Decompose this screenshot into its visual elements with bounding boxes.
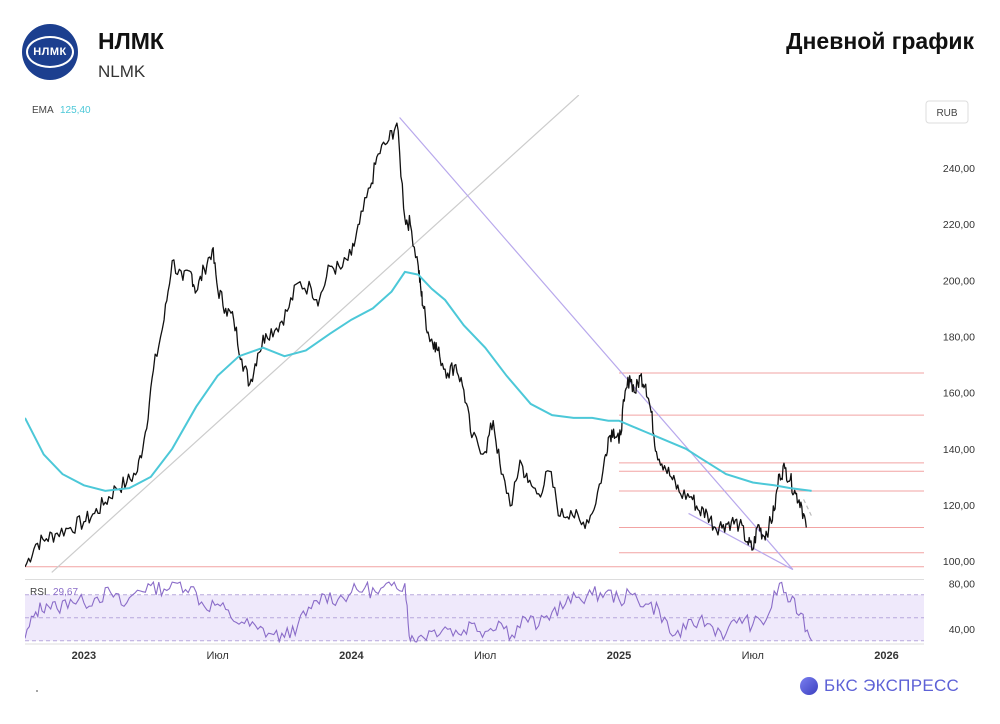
price-tick-label: 100,00 — [943, 556, 975, 568]
currency-badge — [925, 100, 969, 124]
company-title: НЛМК — [98, 28, 164, 54]
rsi-tick-label: 40,00 — [949, 624, 975, 636]
time-tick-label: Июл — [474, 650, 496, 662]
currency-label: RUB — [936, 108, 957, 119]
trendline-1 — [399, 117, 794, 570]
price-series-line — [25, 122, 807, 568]
price-tick-label: 240,00 — [943, 163, 975, 175]
price-tick-label: 140,00 — [943, 444, 975, 456]
trendline-3 — [803, 499, 813, 517]
decorative-dot — [36, 690, 38, 692]
time-tick-label: Июл — [742, 650, 764, 662]
ema-value: 125,40 — [60, 105, 91, 116]
brand-name: БКС ЭКСПРЕСС — [824, 676, 960, 695]
ticker-symbol: NLMK — [98, 62, 146, 81]
price-tick-label: 180,00 — [943, 332, 975, 344]
ema-label: EMA — [32, 105, 54, 116]
trendline-0 — [51, 95, 580, 573]
nlmk-logo: НЛМК — [22, 24, 78, 80]
logo-text: НЛМК — [26, 36, 74, 68]
rsi-series-line — [25, 581, 813, 643]
rsi-value: 29,67 — [53, 587, 78, 598]
price-tick-label: 120,00 — [943, 500, 975, 512]
rsi-label: RSI — [30, 587, 47, 598]
time-tick-label: 2024 — [339, 650, 364, 662]
time-tick-label: 2026 — [874, 650, 898, 662]
bcs-logo-icon — [800, 677, 818, 695]
price-tick-label: 200,00 — [943, 275, 975, 287]
trendline-2 — [688, 512, 794, 571]
bcs-express-brand: БКС ЭКСПРЕСС — [800, 676, 959, 696]
price-tick-label: 220,00 — [943, 219, 975, 231]
time-tick-label: Июл — [206, 650, 228, 662]
price-chart: 240,00 220,00 200,00 180,00 160,00 140,00 120,… — [25, 95, 975, 662]
price-tick-label: 160,00 — [943, 388, 975, 400]
chart-period-label: Дневной график — [786, 28, 974, 54]
rsi-tick-label: 80,00 — [949, 578, 975, 590]
time-tick-label: 2025 — [607, 650, 631, 662]
ema-series-line — [25, 270, 812, 492]
time-tick-label: 2023 — [72, 650, 96, 662]
